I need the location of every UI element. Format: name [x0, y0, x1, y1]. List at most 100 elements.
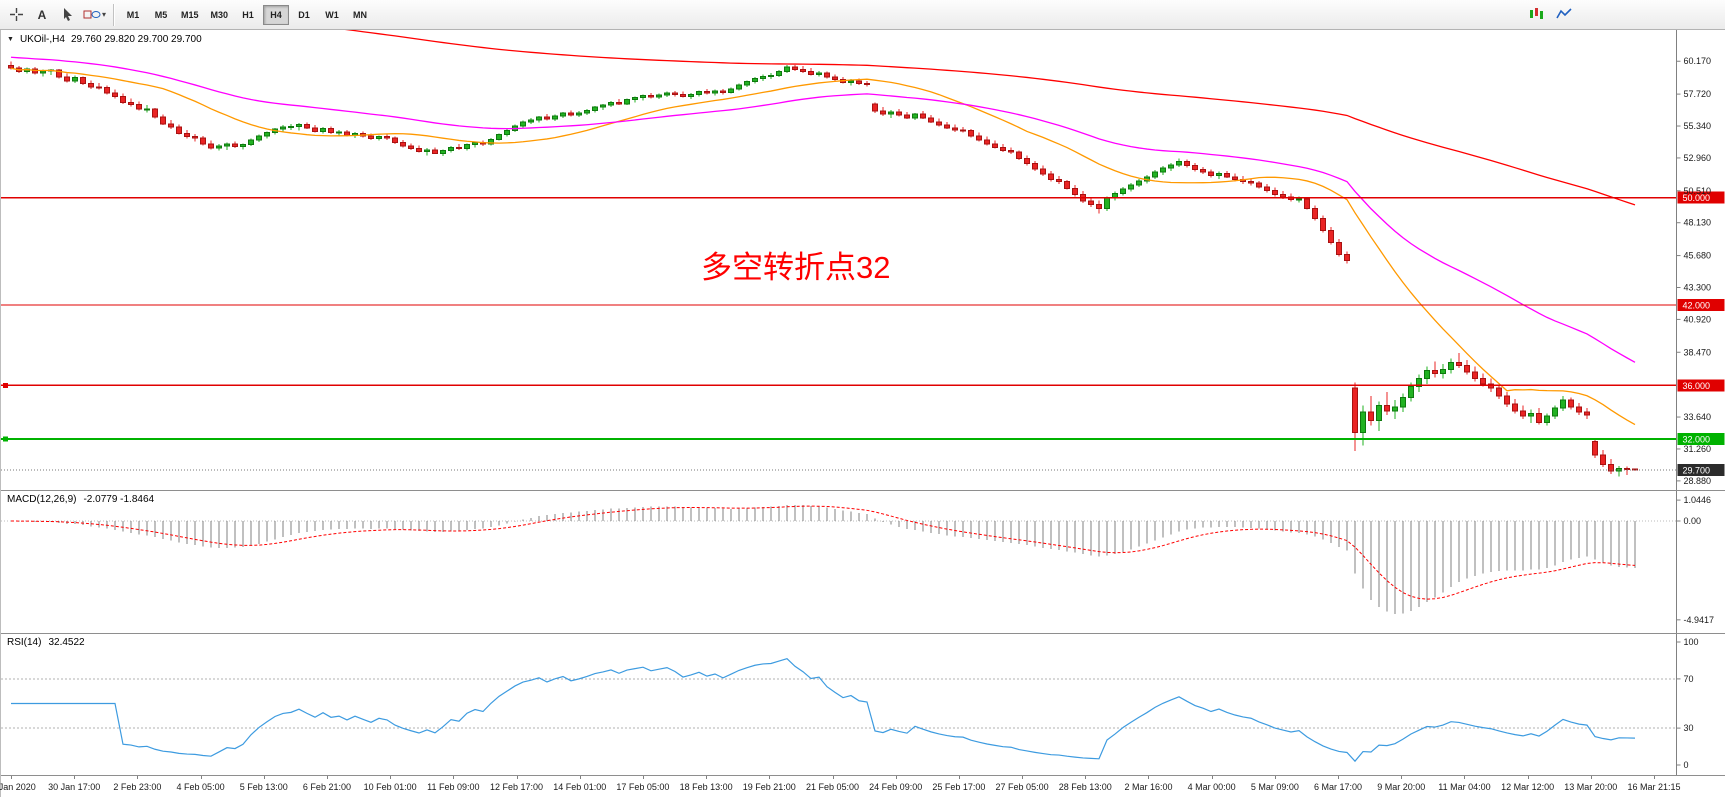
time-axis[interactable]: 29 Jan 2020 30 Jan 17:00 2 Feb 23:00 4 Feb … — [0, 775, 1725, 797]
symbol-dropdown-icon[interactable]: ▼ — [7, 36, 14, 43]
svg-text:70: 70 — [1684, 674, 1694, 684]
price-axis[interactable]: 60.170 57.720 55.340 52.960 50.510 48.130 45.6… — [1676, 30, 1712, 490]
chart-area: 50.000 42.000 36.000 32.000 29.700 60.170 57.7… — [0, 30, 1725, 797]
main-chart-canvas[interactable]: 50.000 42.000 36.000 32.000 29.700 60.170 57.7… — [1, 30, 1725, 490]
rsi-axis[interactable]: 100 70 30 0 — [1676, 634, 1699, 775]
new-order-button[interactable] — [1524, 3, 1548, 25]
time-label: 19 Feb 21:00 — [742, 782, 796, 792]
svg-text:30: 30 — [1684, 723, 1694, 733]
macd-histogram — [18, 504, 1636, 615]
time-tick — [1464, 776, 1466, 779]
crosshair-tool-button[interactable] — [4, 4, 28, 26]
svg-text:43.300: 43.300 — [1684, 282, 1712, 292]
macd-canvas[interactable]: 1.0446 0.00 -4.9417 — [1, 491, 1725, 633]
macd-axis[interactable]: 1.0446 0.00 -4.9417 — [1676, 491, 1715, 633]
toolbar-separator — [113, 3, 115, 26]
time-tick — [137, 776, 139, 779]
macd-current-values: -2.0779 -1.8464 — [83, 494, 155, 505]
time-tick — [200, 776, 202, 779]
time-tick — [390, 776, 392, 779]
new-order-icon — [1530, 8, 1543, 19]
timeframe-button-mn[interactable]: MN — [347, 5, 373, 25]
hline-50.000[interactable]: 50.000 — [1, 191, 1725, 204]
svg-text:28.880: 28.880 — [1684, 476, 1712, 486]
svg-text:50.000: 50.000 — [1683, 193, 1711, 203]
cursor-tool-button[interactable] — [56, 4, 80, 26]
hline-32.000[interactable]: 32.000 — [1, 433, 1725, 446]
rsi-panel[interactable]: 100 70 30 0 RSI(14) 32.4522 — [1, 633, 1725, 775]
time-tick — [453, 776, 455, 779]
macd-panel[interactable]: 1.0446 0.00 -4.9417 MACD(12,26,9) -2.0779 … — [1, 490, 1725, 633]
time-tick — [958, 776, 960, 779]
time-label: 17 Feb 05:00 — [616, 782, 670, 792]
svg-text:1.0446: 1.0446 — [1684, 495, 1712, 505]
indicators-button[interactable] — [1552, 3, 1576, 25]
time-label: 16 Mar 21:15 — [1627, 782, 1681, 792]
time-label: 24 Feb 09:00 — [869, 782, 923, 792]
hline-36.000[interactable]: 36.000 — [1, 379, 1725, 392]
svg-text:60.170: 60.170 — [1684, 56, 1712, 66]
symbol-name: UKOil-,H4 — [19, 34, 65, 45]
time-tick — [1211, 776, 1213, 779]
ohlc-values: 29.760 29.820 29.700 29.700 — [70, 34, 202, 45]
svg-text:-4.9417: -4.9417 — [1684, 615, 1715, 625]
time-label: 5 Mar 09:00 — [1250, 782, 1299, 792]
svg-text:0: 0 — [1684, 760, 1689, 770]
main-chart-panel[interactable]: 50.000 42.000 36.000 32.000 29.700 60.170 57.7… — [1, 30, 1725, 490]
svg-text:40.920: 40.920 — [1684, 314, 1712, 324]
svg-text:36.000: 36.000 — [1683, 381, 1711, 391]
time-label: 4 Mar 00:00 — [1187, 782, 1236, 792]
macd-name: MACD(12,26,9) — [7, 494, 77, 505]
time-label: 6 Feb 21:00 — [302, 782, 351, 792]
time-label: 14 Feb 01:00 — [553, 782, 607, 792]
timeframe-button-m5[interactable]: M5 — [148, 5, 174, 25]
svg-text:45.680: 45.680 — [1684, 251, 1712, 261]
time-label: 2 Feb 23:00 — [113, 782, 162, 792]
svg-text:48.130: 48.130 — [1684, 218, 1712, 228]
timeframe-button-m15[interactable]: M15 — [176, 5, 204, 25]
text-tool-button[interactable]: A — [30, 4, 54, 26]
time-label: 18 Feb 13:00 — [679, 782, 733, 792]
timeframe-button-h4[interactable]: H4 — [263, 4, 290, 25]
timeframe-button-m30[interactable]: M30 — [206, 5, 234, 25]
svg-text:57.720: 57.720 — [1684, 89, 1712, 99]
timeframe-button-m1[interactable]: M1 — [120, 5, 146, 25]
timeframe-button-d1[interactable]: D1 — [291, 5, 317, 25]
chart-title: ▼ UKOil-,H4 29.760 29.820 29.700 29.700 — [7, 34, 202, 45]
toolbar: A ▾ M1 M5 M15 M30 H1 H4 D1 W1 MN — [0, 0, 1725, 30]
time-label: 21 Feb 05:00 — [805, 782, 860, 792]
shapes-icon — [83, 10, 101, 19]
shapes-dropdown-button[interactable]: ▾ — [82, 4, 107, 26]
time-label: 29 Jan 2020 — [0, 782, 36, 792]
macd-signal-line — [10, 505, 1636, 600]
timeframe-button-h1[interactable]: H1 — [235, 5, 261, 25]
time-label: 5 Feb 13:00 — [239, 782, 288, 792]
chart-annotation-text[interactable]: 多空转折点32 — [701, 250, 891, 285]
time-label: 10 Feb 01:00 — [363, 782, 417, 792]
time-tick — [1401, 776, 1403, 779]
cursor-arrow-icon — [64, 8, 72, 21]
time-tick — [1022, 776, 1024, 779]
time-tick — [516, 776, 518, 779]
svg-text:32.000: 32.000 — [1683, 435, 1711, 445]
rsi-current-value: 32.4522 — [48, 637, 85, 648]
time-tick — [1590, 776, 1592, 779]
indicator-list-icon — [1556, 8, 1572, 19]
svg-text:55.340: 55.340 — [1684, 121, 1712, 131]
svg-text:100: 100 — [1684, 637, 1699, 647]
rsi-canvas[interactable]: 100 70 30 0 — [1, 634, 1725, 775]
hline-42.000[interactable]: 42.000 — [1, 298, 1725, 311]
time-tick — [326, 776, 328, 779]
time-label: 12 Mar 12:00 — [1501, 782, 1555, 792]
timeframe-button-w1[interactable]: W1 — [319, 5, 345, 25]
time-label: 9 Mar 20:00 — [1377, 782, 1426, 792]
time-tick — [832, 776, 834, 779]
time-label: 28 Feb 13:00 — [1058, 782, 1112, 792]
svg-text:0.00: 0.00 — [1684, 516, 1702, 526]
time-tick — [706, 776, 708, 779]
time-tick — [1338, 776, 1340, 779]
time-tick — [1148, 776, 1150, 779]
svg-text:42.000: 42.000 — [1683, 300, 1711, 310]
time-tick — [263, 776, 265, 779]
